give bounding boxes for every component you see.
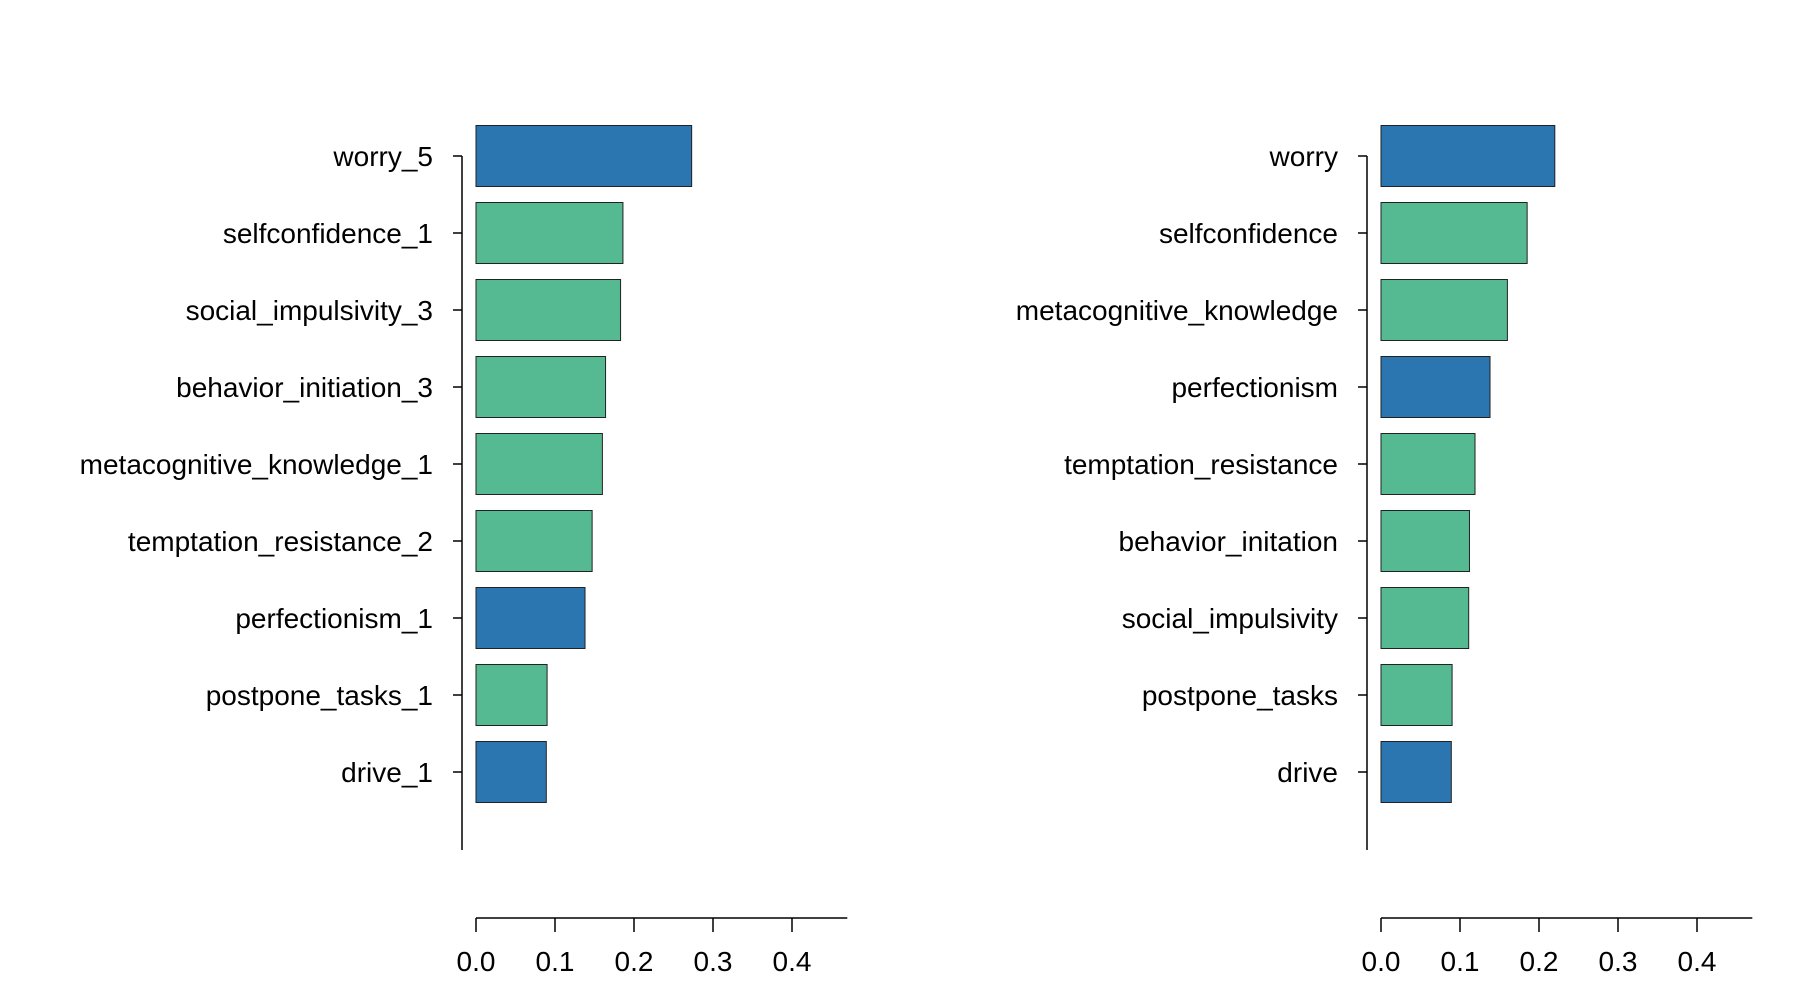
bar	[1380, 510, 1470, 572]
x-tick-label: 0.1	[1441, 946, 1480, 977]
category-label: postpone_tasks_1	[206, 680, 433, 711]
x-tick-label: 0.0	[1362, 946, 1401, 977]
category-label: perfectionism	[1171, 372, 1338, 403]
bar	[1380, 202, 1528, 264]
bar	[475, 664, 548, 726]
category-label: temptation_resistance_2	[128, 526, 433, 557]
bar	[1380, 741, 1452, 803]
bar	[475, 125, 693, 187]
bar	[475, 741, 547, 803]
bar	[1380, 664, 1453, 726]
category-label: worry	[1269, 141, 1338, 172]
bar	[475, 587, 586, 649]
category-label: drive	[1277, 757, 1338, 788]
bar	[475, 202, 624, 264]
chart-panel-2: worry selfconfidence metacognitive_knowled…	[1016, 125, 1753, 977]
category-label: social_impulsivity_3	[186, 295, 433, 326]
bar	[1380, 125, 1556, 187]
x-tick-label: 0.1	[536, 946, 575, 977]
x-tick-label: 0.4	[1678, 946, 1717, 977]
chart-panel-1: worry_5 selfconfidence_1 social_impulsivit…	[80, 125, 848, 977]
category-label: postpone_tasks	[1142, 680, 1338, 711]
category-label: drive_1	[341, 757, 433, 788]
category-label: selfconfidence_1	[223, 218, 433, 249]
bar	[475, 356, 607, 418]
category-label: behavior_initation	[1119, 526, 1339, 557]
category-label: metacognitive_knowledge_1	[80, 449, 433, 480]
category-label: social_impulsivity	[1122, 603, 1338, 634]
x-tick-label: 0.3	[1599, 946, 1638, 977]
x-tick-label: 0.2	[615, 946, 654, 977]
x-tick-label: 0.2	[1520, 946, 1559, 977]
bar	[475, 433, 603, 495]
bar	[475, 279, 622, 341]
category-label: metacognitive_knowledge	[1016, 295, 1338, 326]
x-tick-label: 0.4	[773, 946, 812, 977]
bar	[475, 510, 593, 572]
category-label: perfectionism_1	[235, 603, 433, 634]
category-label: worry_5	[332, 141, 433, 172]
bar	[1380, 587, 1470, 649]
x-tick-label: 0.3	[694, 946, 733, 977]
bar	[1380, 279, 1508, 341]
bar	[1380, 356, 1491, 418]
category-label: temptation_resistance	[1064, 449, 1338, 480]
category-label: behavior_initiation_3	[176, 372, 433, 403]
x-tick-label: 0.0	[457, 946, 496, 977]
bar	[1380, 433, 1476, 495]
category-label: selfconfidence	[1159, 218, 1338, 249]
